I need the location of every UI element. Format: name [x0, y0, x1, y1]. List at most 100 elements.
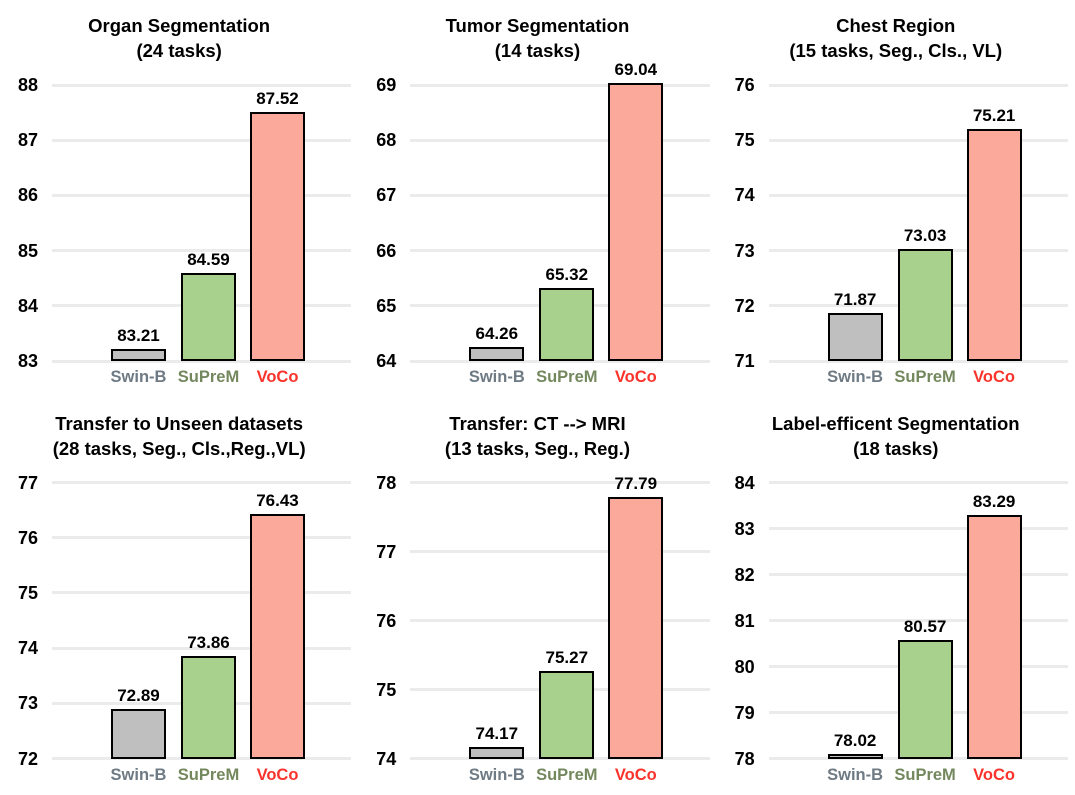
x-axis-labels: Swin-B SuPreM VoCo — [410, 365, 716, 391]
gridline — [768, 359, 1068, 363]
gridline — [768, 573, 1068, 576]
bar-swin-b — [469, 346, 525, 361]
chart-title-block: Transfer to Unseen datasets (28 tasks, S… — [0, 398, 358, 463]
chart-panel-organ-segmentation: Organ Segmentation (24 tasks) 83 84 85 86 87… — [0, 0, 358, 398]
x-axis-labels: Swin-B SuPreM VoCo — [769, 763, 1075, 789]
y-axis-tick-label: 82 — [734, 564, 755, 585]
y-axis: 83 84 85 86 87 88 — [0, 75, 40, 371]
y-axis-tick-label: 75 — [17, 582, 38, 603]
bar-voco — [966, 128, 1022, 361]
y-axis-tick-label: 81 — [734, 610, 755, 631]
gridline — [52, 481, 352, 484]
gridline — [52, 591, 352, 595]
y-axis-tick-label: 69 — [376, 75, 397, 95]
gridline — [52, 249, 352, 253]
chart-subtitle: (18 tasks) — [853, 437, 939, 459]
gridline — [52, 536, 352, 540]
y-axis: 78 79 80 81 82 83 84 — [717, 473, 757, 769]
category-label-suprem: SuPreM — [177, 368, 240, 386]
chart-panel-chest-region: Chest Region (15 tasks, Seg., Cls., VL) … — [717, 0, 1075, 398]
y-axis-tick-label: 87 — [17, 130, 38, 151]
y-axis-tick-label: 84 — [17, 295, 38, 316]
gridline — [768, 138, 1068, 142]
chart-title-block: Tumor Segmentation (14 tasks) — [358, 0, 716, 65]
chart-title: Organ Segmentation — [88, 15, 271, 36]
bar-value-label: 74.17 — [475, 723, 519, 743]
y-axis-tick-label: 78 — [734, 748, 755, 769]
y-axis-tick-label: 75 — [376, 679, 397, 700]
category-label-voco: VoCo — [973, 765, 1016, 784]
category-label-suprem: SuPreM — [177, 765, 240, 784]
y-axis-tick-label: 72 — [17, 748, 38, 769]
bar-value-label: 64.26 — [475, 323, 519, 343]
gridline — [768, 757, 1068, 760]
y-axis-tick-label: 83 — [17, 351, 38, 371]
category-label-suprem: SuPreM — [536, 765, 598, 784]
y-axis-tick-label: 77 — [17, 472, 38, 493]
y-axis-tick-label: 72 — [734, 295, 755, 316]
gridline — [410, 550, 710, 553]
bar-voco — [250, 111, 305, 361]
bar-value-label: 75.27 — [545, 647, 589, 667]
category-label-swin-b: Swin-B — [110, 368, 167, 386]
gridline — [52, 83, 352, 87]
bar-voco — [608, 82, 664, 361]
y-axis-tick-label: 73 — [17, 693, 38, 714]
bar-swin-b — [111, 709, 166, 759]
bar-value-label: 73.03 — [903, 225, 947, 245]
gridline — [52, 757, 352, 760]
bar-voco — [250, 513, 305, 759]
gridline — [768, 619, 1068, 622]
category-label-swin-b: Swin-B — [827, 368, 884, 386]
chart-title-block: Transfer: CT --> MRI (13 tasks, Seg., Re… — [358, 398, 716, 463]
bar-value-label: 83.29 — [972, 492, 1016, 512]
chart-subtitle: (14 tasks) — [494, 40, 581, 61]
bar-value-label: 65.32 — [545, 265, 589, 285]
bar-suprem — [181, 273, 236, 361]
gridline — [768, 481, 1068, 484]
bar-suprem — [181, 655, 236, 759]
gridline — [410, 481, 710, 484]
chart-title: Label-efficent Segmentation — [771, 412, 1020, 434]
gridline — [410, 83, 710, 87]
gridline — [410, 138, 710, 142]
chart-title: Transfer: CT --> MRI — [449, 412, 626, 434]
y-axis-tick-label: 77 — [376, 541, 397, 562]
bar-swin-b — [469, 746, 525, 759]
category-label-voco: VoCo — [614, 368, 657, 386]
bars-region: 64.26 65.32 69.04 — [410, 60, 710, 363]
y-axis-tick-label: 85 — [17, 240, 38, 261]
category-label-voco: VoCo — [256, 765, 299, 784]
bar-suprem — [897, 248, 953, 361]
bar-suprem — [539, 288, 595, 361]
gridline — [52, 138, 352, 142]
y-axis-tick-label: 74 — [376, 748, 397, 769]
category-label-suprem: SuPreM — [894, 765, 956, 784]
chart-subtitle: (13 tasks, Seg., Reg.) — [444, 437, 630, 459]
bar-value-label: 83.21 — [117, 326, 160, 346]
y-axis-tick-label: 80 — [734, 656, 755, 677]
gridline — [52, 359, 352, 363]
gridline — [410, 249, 710, 253]
y-axis-tick-label: 73 — [734, 240, 755, 261]
chart-subtitle: (15 tasks, Seg., Cls., VL) — [789, 40, 1003, 61]
bar-swin-b — [111, 349, 166, 361]
plot-area: 74 75 76 77 78 74.17 75.27 77.79 — [358, 473, 716, 769]
y-axis-tick-label: 65 — [376, 295, 397, 316]
y-axis-tick-label: 88 — [17, 75, 38, 95]
bars-region: 78.02 80.57 83.29 — [768, 481, 1068, 760]
chart-title-block: Chest Region (15 tasks, Seg., Cls., VL) — [717, 0, 1075, 65]
chart-subtitle: (28 tasks, Seg., Cls.,Reg.,VL) — [52, 437, 306, 459]
bar-value-label: 75.21 — [972, 105, 1016, 125]
bars-region: 83.21 84.59 87.52 — [52, 83, 352, 363]
category-label-swin-b: Swin-B — [110, 765, 167, 784]
bar-value-label: 69.04 — [614, 59, 658, 79]
bar-value-label: 71.87 — [833, 289, 877, 309]
chart-panel-label-efficient-segmentation: Label-efficent Segmentation (18 tasks) 7… — [717, 398, 1075, 795]
category-label-voco: VoCo — [256, 368, 299, 386]
y-axis: 71 72 73 74 75 76 — [717, 75, 757, 371]
gridline — [52, 193, 352, 197]
gridline — [410, 619, 710, 622]
x-axis-labels: Swin-B SuPreM VoCo — [769, 365, 1075, 391]
bar-value-label: 84.59 — [187, 250, 230, 270]
